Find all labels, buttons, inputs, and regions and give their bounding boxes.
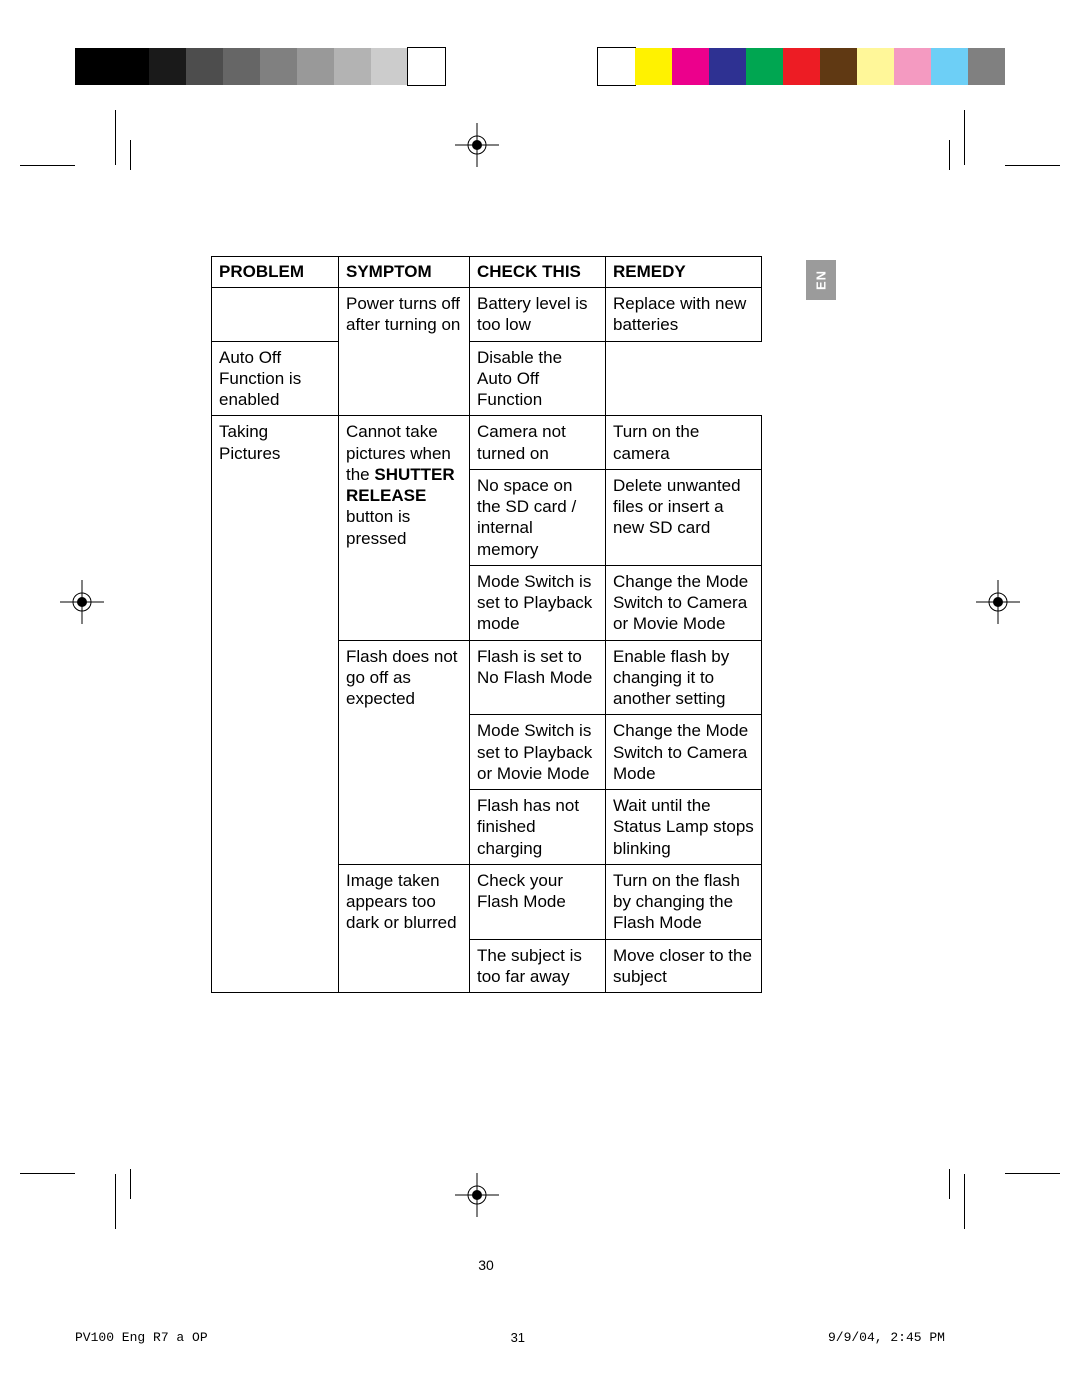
swatch [709,48,746,85]
cell-remedy: Change the Mode Switch to Camera Mode [606,715,762,790]
cell-symptom: Image taken appears too dark or blurred [339,864,470,992]
cell-symptom: Cannot take pictures when the SHUTTER RE… [339,416,470,640]
table-row: Power turns off after turning onBattery … [212,288,762,342]
swatch [783,48,820,85]
cell-check: No space on the SD card / internal memor… [470,469,606,565]
swatch [820,48,857,85]
cell-problem: Taking Pictures [212,416,339,993]
swatch [408,48,445,85]
swatch [260,48,297,85]
print-footer: PV100 Eng R7 a OP 31 9/9/04, 2:45 PM [75,1330,945,1345]
cell-remedy: Turn on the flash by changing the Flash … [606,864,762,939]
footer-timestamp: 9/9/04, 2:45 PM [828,1330,945,1345]
swatch [968,48,1005,85]
cell-check: Mode Switch is set to Playback mode [470,565,606,640]
swatch [635,48,672,85]
col-header-symptom: SYMPTOM [339,257,470,288]
table-header-row: PROBLEM SYMPTOM CHECK THIS REMEDY [212,257,762,288]
swatch [75,48,112,85]
language-tab: EN [806,260,836,300]
cell-problem [212,288,339,342]
cell-check: Mode Switch is set to Playback or Movie … [470,715,606,790]
table-row: Auto Off Function is enabled Disable the … [212,341,762,416]
cell-remedy: Replace with new batteries [606,288,762,342]
cell-symptom: Flash does not go off as expected [339,640,470,864]
table-row: Taking PicturesCannot take pictures when… [212,416,762,470]
swatch [371,48,408,85]
cell-remedy: Wait until the Status Lamp stops blinkin… [606,790,762,865]
registration-mark-icon [455,123,499,167]
swatch [112,48,149,85]
footer-filename: PV100 Eng R7 a OP [75,1330,208,1345]
cell-check: Flash has not finished charging [470,790,606,865]
registration-mark-icon [976,580,1020,624]
cell-check: The subject is too far away [470,939,606,993]
swatch [223,48,260,85]
registration-mark-icon [455,1173,499,1217]
col-header-remedy: REMEDY [606,257,762,288]
cell-remedy: Disable the Auto Off Function [470,341,606,416]
swatch [598,48,635,85]
col-header-check: CHECK THIS [470,257,606,288]
swatch [149,48,186,85]
page-number-inner: 30 [211,1257,761,1273]
registration-mark-icon [60,580,104,624]
cell-check: Battery level is too low [470,288,606,342]
swatch [672,48,709,85]
cell-check: Check your Flash Mode [470,864,606,939]
cell-check: Flash is set to No Flash Mode [470,640,606,715]
swatch [186,48,223,85]
cell-check: Auto Off Function is enabled [212,341,339,416]
swatch [857,48,894,85]
cell-check: Camera not turned on [470,416,606,470]
swatch [746,48,783,85]
swatch [334,48,371,85]
col-header-problem: PROBLEM [212,257,339,288]
color-calibration-bar [598,48,1005,85]
cell-remedy: Change the Mode Switch to Camera or Movi… [606,565,762,640]
grayscale-calibration-bar [75,48,445,85]
cell-remedy: Turn on the camera [606,416,762,470]
troubleshooting-table: PROBLEM SYMPTOM CHECK THIS REMEDY Power … [211,256,761,993]
footer-page: 31 [511,1330,525,1345]
cell-remedy: Enable flash by changing it to another s… [606,640,762,715]
cell-remedy: Move closer to the subject [606,939,762,993]
swatch [297,48,334,85]
cell-symptom: Power turns off after turning on [339,288,470,416]
swatch [931,48,968,85]
cell-remedy: Delete unwanted files or insert a new SD… [606,469,762,565]
swatch [894,48,931,85]
